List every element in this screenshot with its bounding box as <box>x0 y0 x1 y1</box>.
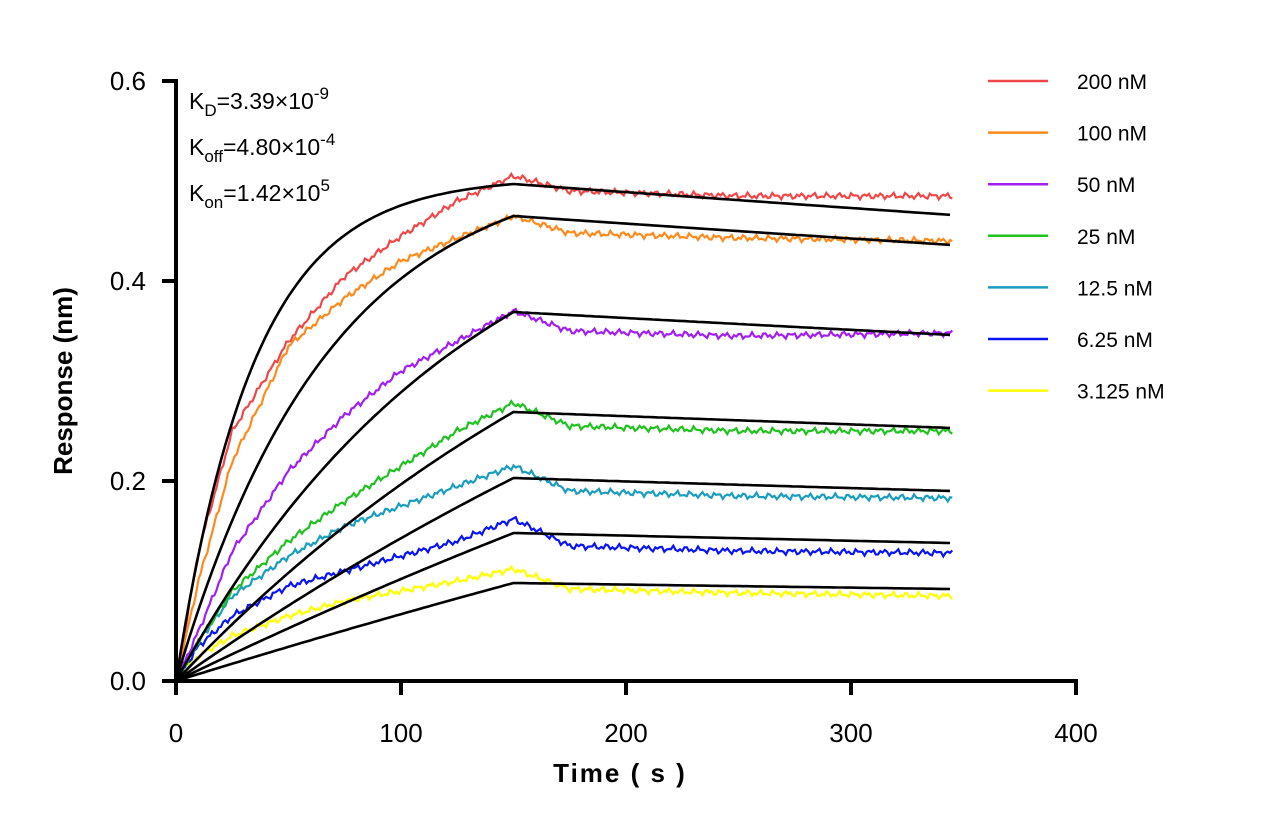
fit-curve-12_5nM <box>175 476 951 683</box>
legend-label: 3.125 nM <box>1077 381 1165 404</box>
x-tick-label: 100 <box>379 718 422 748</box>
annotation-off: Koff=4.80×10-4 <box>189 130 335 166</box>
legend-label: 12.5 nM <box>1077 277 1153 300</box>
data-curve-12_5nM <box>175 463 953 682</box>
legend: 200 nM 100 nM 50 nM 25 nM 12.5 nM 6.25 nM 3.12… <box>988 71 1165 404</box>
data-curve-3_125nM <box>174 564 954 682</box>
fit-curve-100nM <box>174 214 951 682</box>
data-curve-100nM <box>174 213 953 682</box>
legend-label: 200 nM <box>1077 71 1147 94</box>
legend-label: 50 nM <box>1077 174 1135 197</box>
annotation-d: KD=3.39×10-9 <box>189 84 329 120</box>
x-tick-label: 0 <box>169 718 183 748</box>
legend-item: 3.125 nM <box>988 381 1165 404</box>
data-curve-50nM <box>175 307 954 682</box>
x-tick-label: 400 <box>1054 718 1097 748</box>
y-tick-label: 0.2 <box>110 466 146 496</box>
legend-item: 12.5 nM <box>988 277 1153 300</box>
fit-curves <box>174 182 951 683</box>
fit-curve-6_25nM <box>175 531 951 683</box>
legend-item: 25 nM <box>988 226 1135 249</box>
data-curve-200nM <box>174 171 953 682</box>
legend-item: 200 nM <box>988 71 1147 94</box>
y-axis-label: Response (nm) <box>48 287 78 475</box>
legend-label: 25 nM <box>1077 226 1135 249</box>
legend-label: 100 nM <box>1077 123 1147 146</box>
y-tick-label: 0.6 <box>110 66 146 96</box>
annotation-on: Kon=1.42×105 <box>189 176 330 212</box>
fit-curve-200nM <box>174 182 951 682</box>
fit-curve-50nM <box>174 310 951 682</box>
data-curve-25nM <box>174 399 953 682</box>
data-curve-6_25nM <box>175 515 954 683</box>
legend-item: 50 nM <box>988 174 1135 197</box>
kinetic-constants-annotation: KD=3.39×10-9 Koff=4.80×10-4 Kon=1.42×105 <box>189 84 335 212</box>
data-curves <box>174 171 954 683</box>
y-tick-label: 0.0 <box>110 666 146 696</box>
x-tick-label: 300 <box>829 718 872 748</box>
y-tick-label: 0.4 <box>110 266 146 296</box>
ticks: 0 100 200 300 400 0.0 0.2 0.4 0.6 <box>110 66 1098 748</box>
legend-item: 6.25 nM <box>988 329 1153 352</box>
fit-curve-3_125nM <box>175 581 951 683</box>
fit-curve-25nM <box>175 410 951 682</box>
x-tick-label: 200 <box>604 718 647 748</box>
legend-item: 100 nM <box>988 123 1147 146</box>
x-axis-label: Time ( s ) <box>553 758 687 788</box>
legend-label: 6.25 nM <box>1077 329 1153 352</box>
